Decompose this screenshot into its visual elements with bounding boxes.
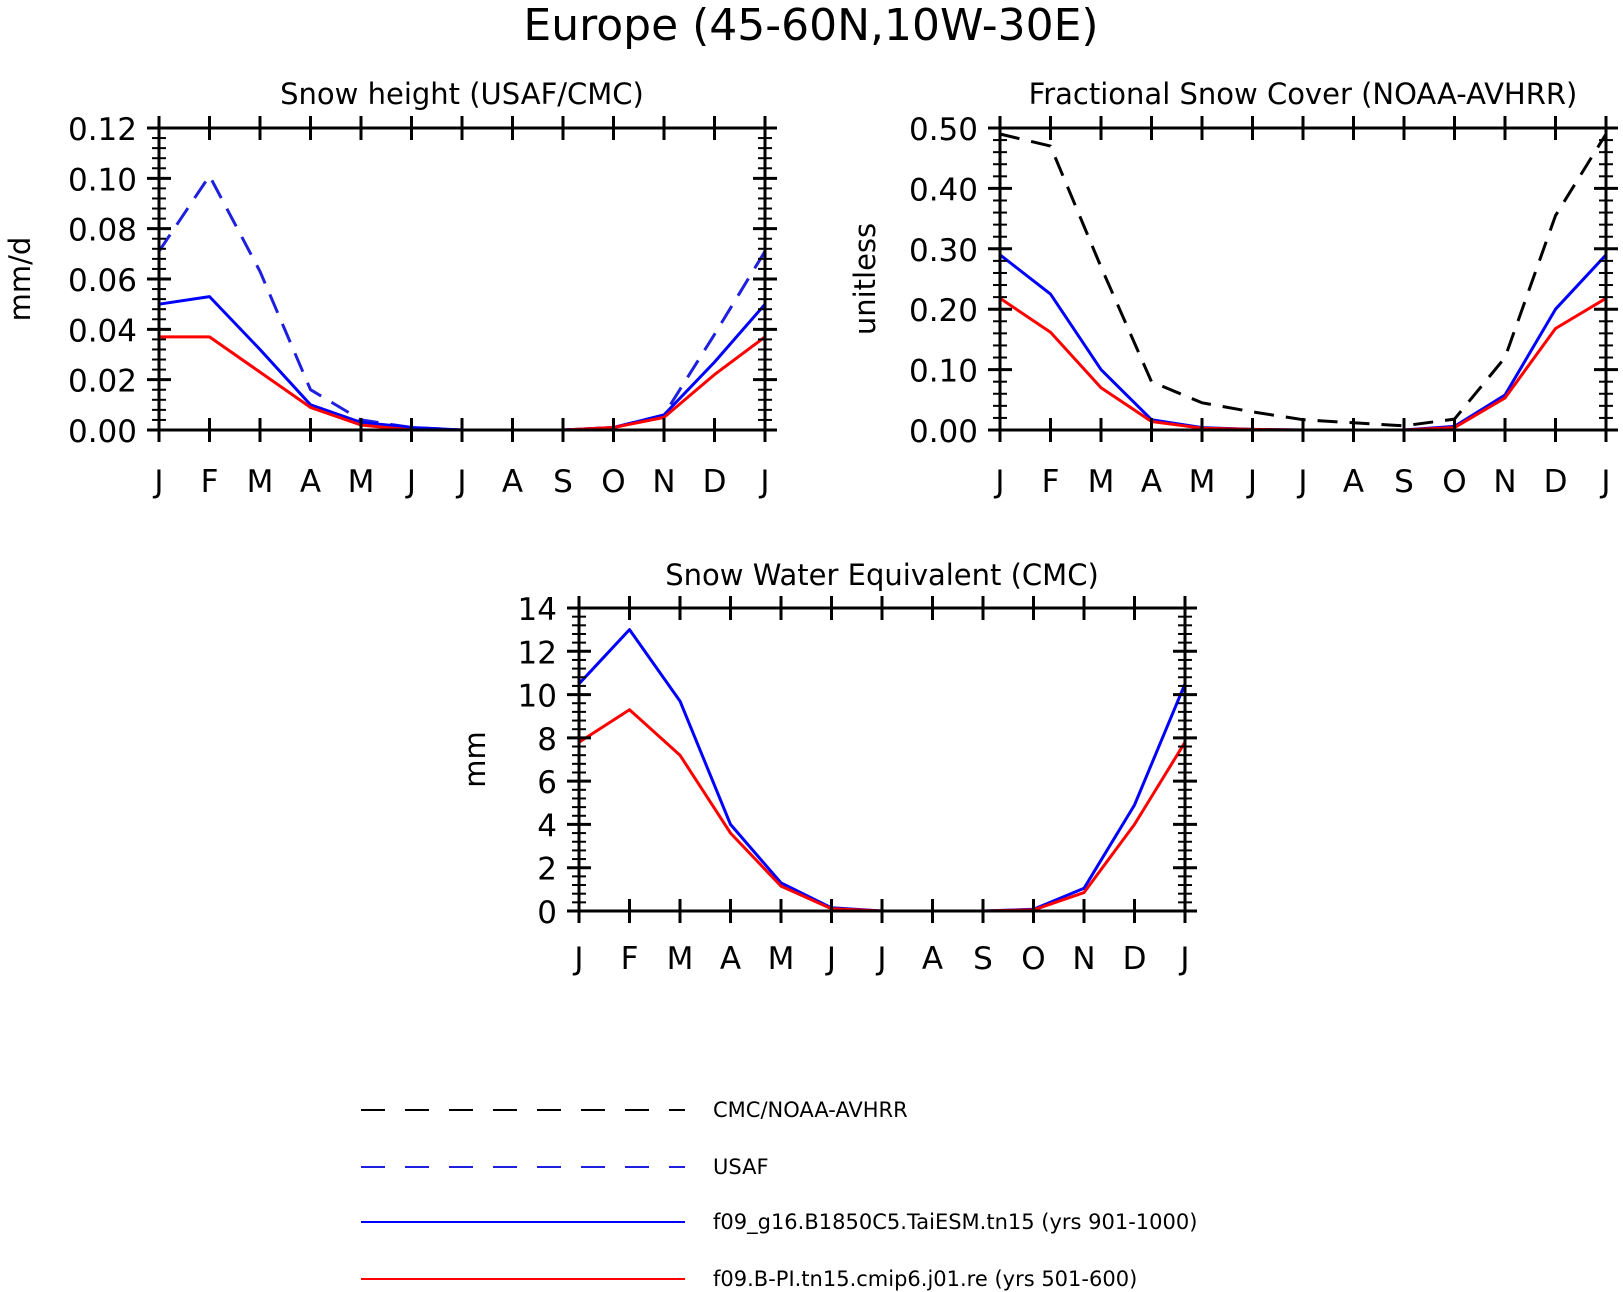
chart-panel-1: Snow height (USAF/CMC) mm/d 0.00 0.02 0.04 0.… xyxy=(3,77,777,500)
x-tick-label: J xyxy=(1246,464,1257,500)
series-line-3 xyxy=(159,335,766,432)
y-tick-label: 8 xyxy=(537,722,557,758)
series-line-2 xyxy=(999,253,1608,432)
x-tick-label: A xyxy=(1343,464,1364,500)
y-tick-label: 6 xyxy=(537,765,557,801)
x-tick-label: D xyxy=(1123,941,1147,977)
x-tick-label: M xyxy=(247,464,274,500)
y-tick-label: 0.08 xyxy=(68,213,137,249)
y-axis-label: mm/d xyxy=(3,237,37,322)
x-tick-label: A xyxy=(1141,464,1162,500)
x-tick-label: F xyxy=(201,464,219,500)
x-tick-label: M xyxy=(1189,464,1216,500)
x-tick-label: M xyxy=(1088,464,1115,500)
figure-title: Europe (45-60N,10W-30E) xyxy=(523,0,1098,51)
series-line-1 xyxy=(157,174,767,432)
y-tick-label: 0.00 xyxy=(68,414,137,450)
x-tick-label: J xyxy=(152,464,163,500)
x-tick-label: F xyxy=(621,941,639,977)
x-tick-label: J xyxy=(1599,464,1610,500)
x-tick-label: D xyxy=(1544,464,1568,500)
y-tick-label: 0.10 xyxy=(909,354,978,390)
x-tick-label: J xyxy=(1296,464,1307,500)
y-tick-label: 0.40 xyxy=(909,172,978,208)
chart-title: Snow Water Equivalent (CMC) xyxy=(665,558,1099,592)
plot-frame xyxy=(157,126,767,432)
x-tick-label: M xyxy=(768,941,795,977)
y-tick-label: 0.12 xyxy=(68,112,137,148)
x-tick-label: A xyxy=(922,941,943,977)
series-line-1 xyxy=(577,628,1187,913)
x-tick-label: A xyxy=(720,941,741,977)
y-tick-label: 0.00 xyxy=(909,414,978,450)
x-tick-label: J xyxy=(875,941,886,977)
x-tick-label: M xyxy=(667,941,694,977)
legend-item: USAF xyxy=(361,1155,769,1179)
chart-panels: Snow height (USAF/CMC) mm/d 0.00 0.02 0.04 0.… xyxy=(3,77,1618,977)
x-tick-label: N xyxy=(652,464,675,500)
y-tick-label: 0.06 xyxy=(68,263,137,299)
series-line-2 xyxy=(578,708,1187,913)
y-tick-label: 14 xyxy=(518,592,557,628)
x-tick-label: N xyxy=(1493,464,1516,500)
x-tick-label: N xyxy=(1072,941,1095,977)
y-tick-label: 0.02 xyxy=(68,364,137,400)
x-tick-label: D xyxy=(703,464,727,500)
x-tick-label: M xyxy=(348,464,375,500)
y-tick-label: 2 xyxy=(537,852,557,888)
y-tick-label: 10 xyxy=(518,679,557,715)
x-tick-label: A xyxy=(502,464,523,500)
y-tick-label: 0.04 xyxy=(68,313,137,349)
x-tick-label: J xyxy=(825,941,836,977)
y-tick-label: 12 xyxy=(518,635,557,671)
y-tick-label: 0.30 xyxy=(909,233,978,269)
legend-item: f09.B-PI.tn15.cmip6.j01.re (yrs 501-600) xyxy=(361,1267,1137,1291)
x-tick-label: O xyxy=(601,464,625,500)
legend: CMC/NOAA-AVHRR USAF f09_g16.B1850C5.TaiESM… xyxy=(361,1098,1197,1291)
legend-label: f09.B-PI.tn15.cmip6.j01.re (yrs 501-600) xyxy=(713,1267,1137,1291)
chart-panel-3: Snow Water Equivalent (CMC) mm 0 2 4 6 8 10 12 14… xyxy=(458,558,1197,977)
x-tick-label: A xyxy=(300,464,321,500)
x-tick-label: S xyxy=(553,464,573,500)
plot-frame xyxy=(577,606,1187,913)
x-tick-label: O xyxy=(1442,464,1466,500)
chart-panel-2: Fractional Snow Cover (NOAA-AVHRR) unitle… xyxy=(848,77,1618,500)
legend-item: f09_g16.B1850C5.TaiESM.tn15 (yrs 901-100… xyxy=(361,1210,1197,1235)
legend-label: f09_g16.B1850C5.TaiESM.tn15 (yrs 901-100… xyxy=(713,1210,1197,1235)
y-tick-label: 0.50 xyxy=(909,112,978,148)
legend-item: CMC/NOAA-AVHRR xyxy=(361,1098,908,1122)
y-tick-label: 4 xyxy=(537,808,557,844)
chart-title: Snow height (USAF/CMC) xyxy=(280,77,644,111)
legend-label: CMC/NOAA-AVHRR xyxy=(713,1098,908,1122)
x-tick-label: J xyxy=(405,464,416,500)
y-axis-label: mm xyxy=(458,731,492,788)
y-axis-label: unitless xyxy=(848,223,882,335)
y-tick-label: 0 xyxy=(537,895,557,931)
series-line-3 xyxy=(999,297,1607,432)
y-tick-label: 0.10 xyxy=(68,162,137,198)
y-tick-label: 0.20 xyxy=(909,293,978,329)
x-tick-label: J xyxy=(572,941,583,977)
x-tick-label: O xyxy=(1021,941,1045,977)
x-tick-label: F xyxy=(1042,464,1060,500)
legend-label: USAF xyxy=(713,1155,769,1179)
x-tick-label: J xyxy=(455,464,466,500)
chart-title: Fractional Snow Cover (NOAA-AVHRR) xyxy=(1029,77,1578,111)
x-tick-label: J xyxy=(758,464,769,500)
x-tick-label: S xyxy=(1394,464,1414,500)
x-tick-label: J xyxy=(993,464,1004,500)
x-tick-label: S xyxy=(973,941,993,977)
x-tick-label: J xyxy=(1178,941,1189,977)
